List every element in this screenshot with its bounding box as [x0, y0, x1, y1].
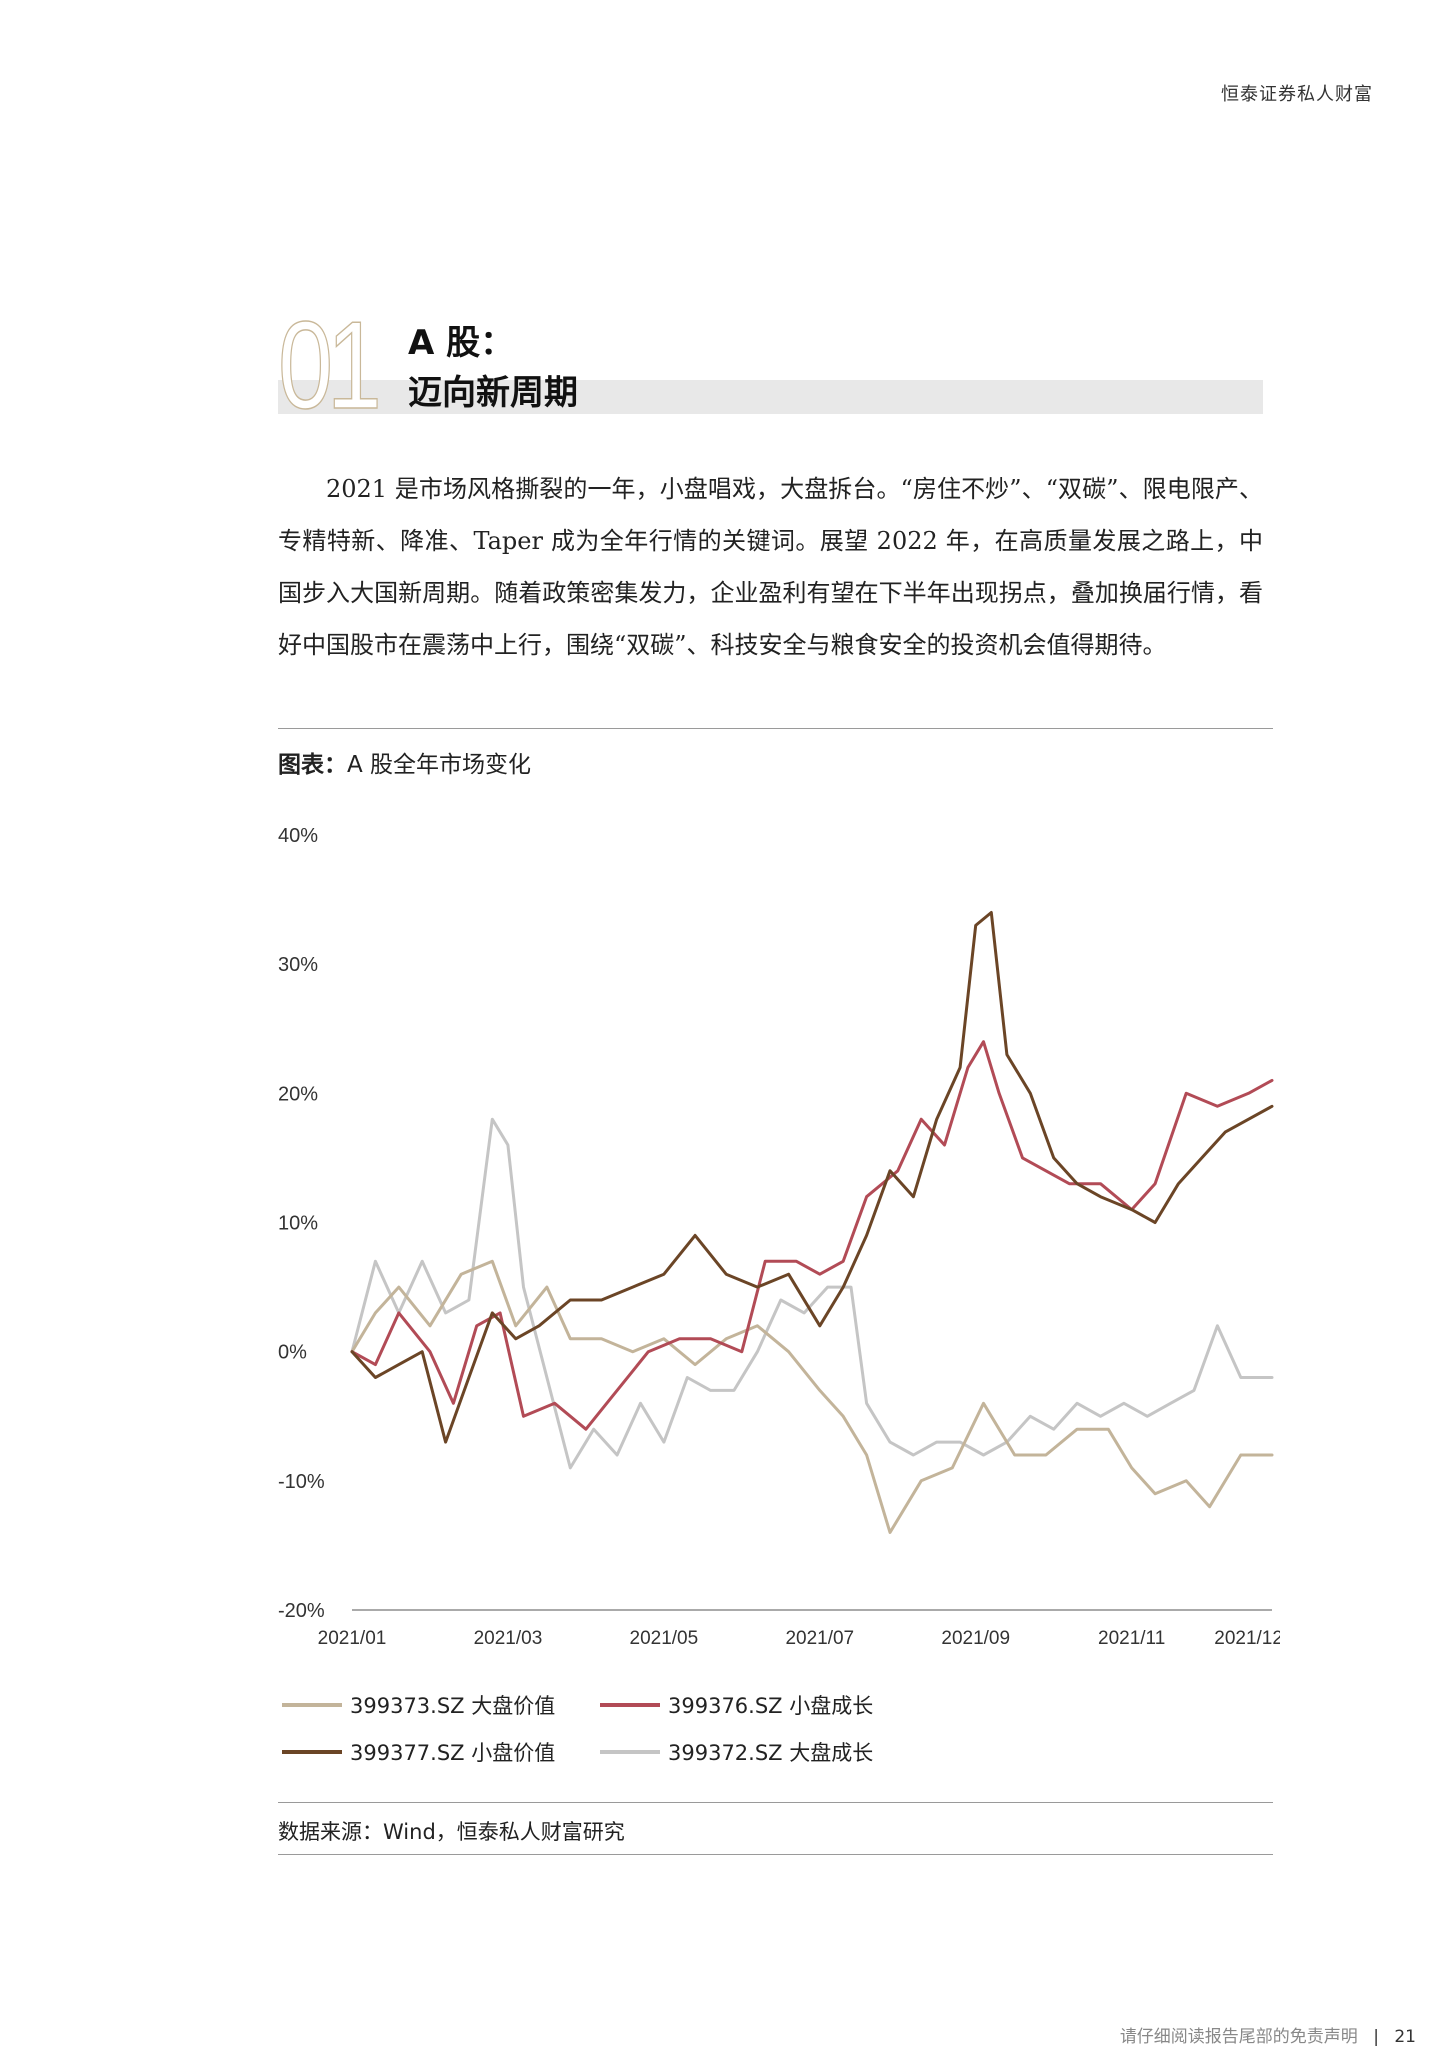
y-tick-label: 30%	[278, 954, 318, 976]
legend-label-399376: 399376.SZ 小盘成长	[668, 1694, 874, 1718]
x-tick-label: 2021/05	[630, 1628, 699, 1649]
footer-disclaimer: 请仔细阅读报告尾部的免责声明	[1119, 2027, 1358, 2047]
y-tick-label: -20%	[278, 1600, 325, 1622]
legend-item-399376: 399376.SZ 小盘成长	[600, 1690, 873, 1720]
legend-swatch-399372	[600, 1750, 660, 1754]
data-source: 数据来源：Wind，恒泰私人财富研究	[278, 1820, 625, 1844]
series-line-399376	[350, 1040, 1274, 1431]
legend-item-399373: 399373.SZ 大盘价值	[282, 1690, 555, 1720]
page-number-separator: |	[1373, 2027, 1379, 2047]
section-title: A 股： 迈向新周期	[408, 318, 578, 418]
section-number: 01	[277, 297, 382, 435]
x-tick-label: 2021/03	[474, 1628, 543, 1649]
legend-item-399377: 399377.SZ 小盘价值	[282, 1737, 555, 1767]
y-tick-label: 0%	[278, 1342, 307, 1364]
body-paragraph: 2021 是市场风格撕裂的一年，小盘唱戏，大盘拆台。“房住不炒”、“双碳”、限电…	[278, 475, 1263, 659]
divider-top	[278, 728, 1273, 729]
legend-label-399377: 399377.SZ 小盘价值	[350, 1741, 556, 1765]
x-tick-label: 2021/09	[941, 1628, 1010, 1649]
divider-bottom	[278, 1854, 1273, 1855]
series-line-399372	[350, 1117, 1274, 1470]
section-title-band	[278, 380, 1263, 414]
x-tick-label: 2021/12	[1214, 1628, 1280, 1649]
section-title-line-2: 迈向新周期	[408, 373, 578, 413]
series-line-399377	[350, 911, 1274, 1444]
line-chart: 40% 30% 20% 10% 0% -10% -20% 2021/01 2021/03 2021…	[278, 825, 1280, 1649]
divider-middle	[278, 1802, 1273, 1803]
x-tick-label: 2021/07	[785, 1628, 854, 1649]
y-tick-label: 20%	[278, 1083, 318, 1105]
legend-swatch-399377	[282, 1750, 342, 1754]
chart-title: 图表：A 股全年市场变化	[278, 745, 531, 779]
legend-swatch-399373	[282, 1703, 342, 1707]
y-tick-label: -10%	[278, 1471, 325, 1493]
x-tick-label: 2021/11	[1098, 1628, 1165, 1649]
page-number: 21	[1394, 2027, 1416, 2047]
section-header: 01 A 股： 迈向新周期	[277, 303, 1263, 429]
page-footer: 请仔细阅读报告尾部的免责声明 | 21	[1120, 2022, 1416, 2047]
brand-name: 恒泰证券私人财富	[1221, 84, 1373, 105]
section-title-line-1: A 股：	[408, 323, 515, 363]
legend-item-399372: 399372.SZ 大盘成长	[600, 1737, 873, 1767]
legend-label-399372: 399372.SZ 大盘成长	[668, 1741, 874, 1765]
body-paragraph-container: 2021 是市场风格撕裂的一年，小盘唱戏，大盘拆台。“房住不炒”、“双碳”、限电…	[278, 463, 1263, 671]
x-tick-label: 2021/01	[318, 1628, 387, 1649]
legend-swatch-399376	[600, 1703, 660, 1707]
chart-title-label: 图表：	[278, 752, 347, 778]
chart-title-text: A 股全年市场变化	[347, 752, 532, 778]
y-tick-label: 10%	[278, 1213, 318, 1235]
legend-label-399373: 399373.SZ 大盘价值	[350, 1694, 556, 1718]
y-tick-label: 40%	[278, 825, 318, 847]
series-line-399373	[350, 1259, 1274, 1534]
